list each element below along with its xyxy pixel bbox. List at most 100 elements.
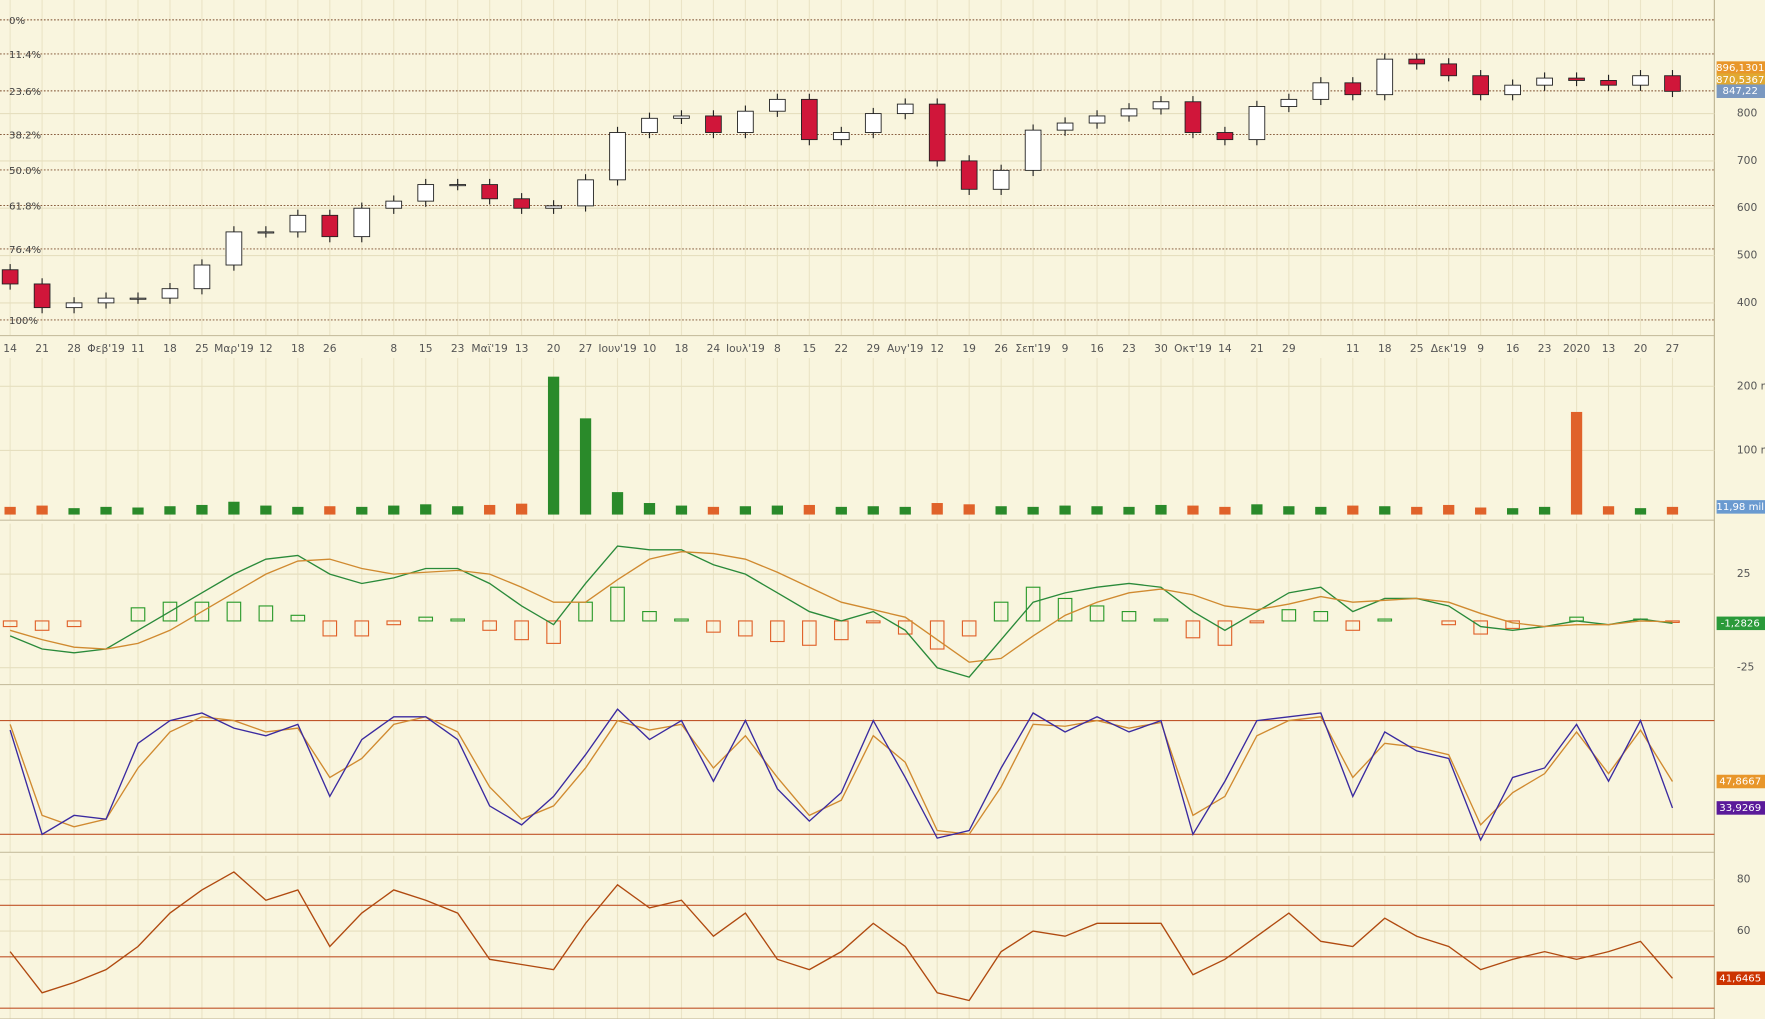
candle-body xyxy=(417,184,435,202)
histogram-bar xyxy=(66,620,82,628)
x-tick-label: 19 xyxy=(962,342,976,355)
y-tick-label: 200 mil xyxy=(1737,379,1765,392)
x-tick-label: 15 xyxy=(419,342,433,355)
x-tick-label: Οκτ'19 xyxy=(1174,342,1212,355)
candle-body xyxy=(1376,58,1394,96)
volume-bar xyxy=(899,506,911,515)
candle-body xyxy=(1568,77,1585,81)
histogram-bar xyxy=(322,620,338,637)
x-tick-label: 10 xyxy=(643,342,657,355)
x-tick-label: 11 xyxy=(131,342,145,355)
x-tick-label: 16 xyxy=(1506,342,1520,355)
histogram-bar xyxy=(1377,618,1393,622)
x-tick-label: 26 xyxy=(994,342,1008,355)
x-tick-label: Μαϊ'19 xyxy=(471,342,508,355)
candle-body xyxy=(864,113,882,133)
volume-bar xyxy=(963,504,975,515)
histogram-bar xyxy=(802,620,817,646)
x-tick-label: 27 xyxy=(1666,342,1680,355)
candle-body xyxy=(1120,108,1138,117)
x-tick-label: 25 xyxy=(195,342,209,355)
x-tick-label: Σεπ'19 xyxy=(1015,342,1051,355)
y-tick-label: 700 xyxy=(1737,154,1758,167)
x-tick-label: 13 xyxy=(1602,342,1616,355)
y-tick-label: 80 xyxy=(1737,873,1751,886)
volume-bar xyxy=(68,508,80,515)
volume-bar xyxy=(260,505,272,515)
y-tick-label: 500 xyxy=(1737,249,1758,262)
candle-body xyxy=(161,288,179,299)
candle-body xyxy=(257,231,275,234)
candle-body xyxy=(1472,75,1489,96)
candle-body xyxy=(769,98,786,112)
candle-body xyxy=(577,179,594,207)
candle-body xyxy=(801,98,818,141)
x-tick-label: 18 xyxy=(675,342,689,355)
histogram-bar xyxy=(993,601,1009,622)
x-tick-label: 9 xyxy=(1477,342,1484,355)
histogram-bar xyxy=(450,618,466,622)
volume-bar xyxy=(1443,504,1455,515)
histogram-bar xyxy=(418,616,434,622)
x-tick-label: Φεβ'19 xyxy=(87,342,125,355)
volume-bar xyxy=(1315,506,1327,515)
fib-label: 50.0% xyxy=(9,166,42,177)
candle-body xyxy=(928,103,946,162)
value-label-box xyxy=(1716,801,1765,815)
volume-bar xyxy=(132,507,144,515)
fib-label: 38.2% xyxy=(9,131,42,142)
histogram-bar xyxy=(162,601,178,622)
volume-bar xyxy=(228,501,240,515)
x-tick-label: 16 xyxy=(1090,342,1104,355)
histogram-bar xyxy=(610,586,625,622)
histogram-bar xyxy=(1185,620,1201,639)
histogram-bar xyxy=(514,620,529,641)
volume-bar xyxy=(388,505,400,515)
volume-bar xyxy=(643,503,656,515)
x-tick-label: 25 xyxy=(1410,342,1424,355)
volume-bar xyxy=(1123,506,1135,515)
candle-body xyxy=(193,264,211,290)
histogram-bar xyxy=(1505,620,1520,629)
value-label-box xyxy=(1716,971,1765,986)
candle-body xyxy=(289,214,307,233)
histogram-bar xyxy=(2,620,18,628)
candle-body xyxy=(641,117,658,133)
x-tick-label: 18 xyxy=(163,342,177,355)
fib-label: 0% xyxy=(9,16,25,27)
candle-body xyxy=(609,132,626,181)
candle-body xyxy=(1344,82,1362,96)
x-tick-label: 30 xyxy=(1154,342,1168,355)
candle-body xyxy=(353,207,371,238)
volume-bar xyxy=(1379,506,1391,515)
x-tick-label: 21 xyxy=(1250,342,1264,355)
value-label-box xyxy=(1716,616,1765,631)
value-label-box xyxy=(1716,774,1765,789)
candle-body xyxy=(513,198,530,209)
candle-body xyxy=(1440,63,1458,77)
candle-body xyxy=(896,103,914,115)
volume-bar xyxy=(1283,506,1295,515)
value-label: 11,98 mil xyxy=(1716,502,1764,513)
candle-body xyxy=(832,132,850,141)
indicator-line xyxy=(9,716,1674,836)
histogram-bar xyxy=(642,611,657,622)
candle-body xyxy=(1408,58,1426,65)
x-tick-label: 23 xyxy=(1538,342,1552,355)
histogram-bar xyxy=(865,620,881,624)
volume-bar xyxy=(292,506,304,515)
candle-body xyxy=(992,169,1010,190)
volume-bar xyxy=(1251,504,1263,515)
candle-body xyxy=(129,297,147,300)
candle-body xyxy=(960,160,978,190)
candle-body xyxy=(1280,98,1298,107)
histogram-bar xyxy=(706,620,721,633)
volume-bar xyxy=(1570,411,1583,515)
candle-body xyxy=(449,184,467,187)
x-tick-label: 24 xyxy=(707,342,721,355)
x-tick-label: 22 xyxy=(834,342,848,355)
volume-bar xyxy=(675,505,688,515)
volume-bar xyxy=(739,506,752,515)
candle-body xyxy=(481,184,498,200)
y-tick-label: 800 xyxy=(1737,107,1758,120)
